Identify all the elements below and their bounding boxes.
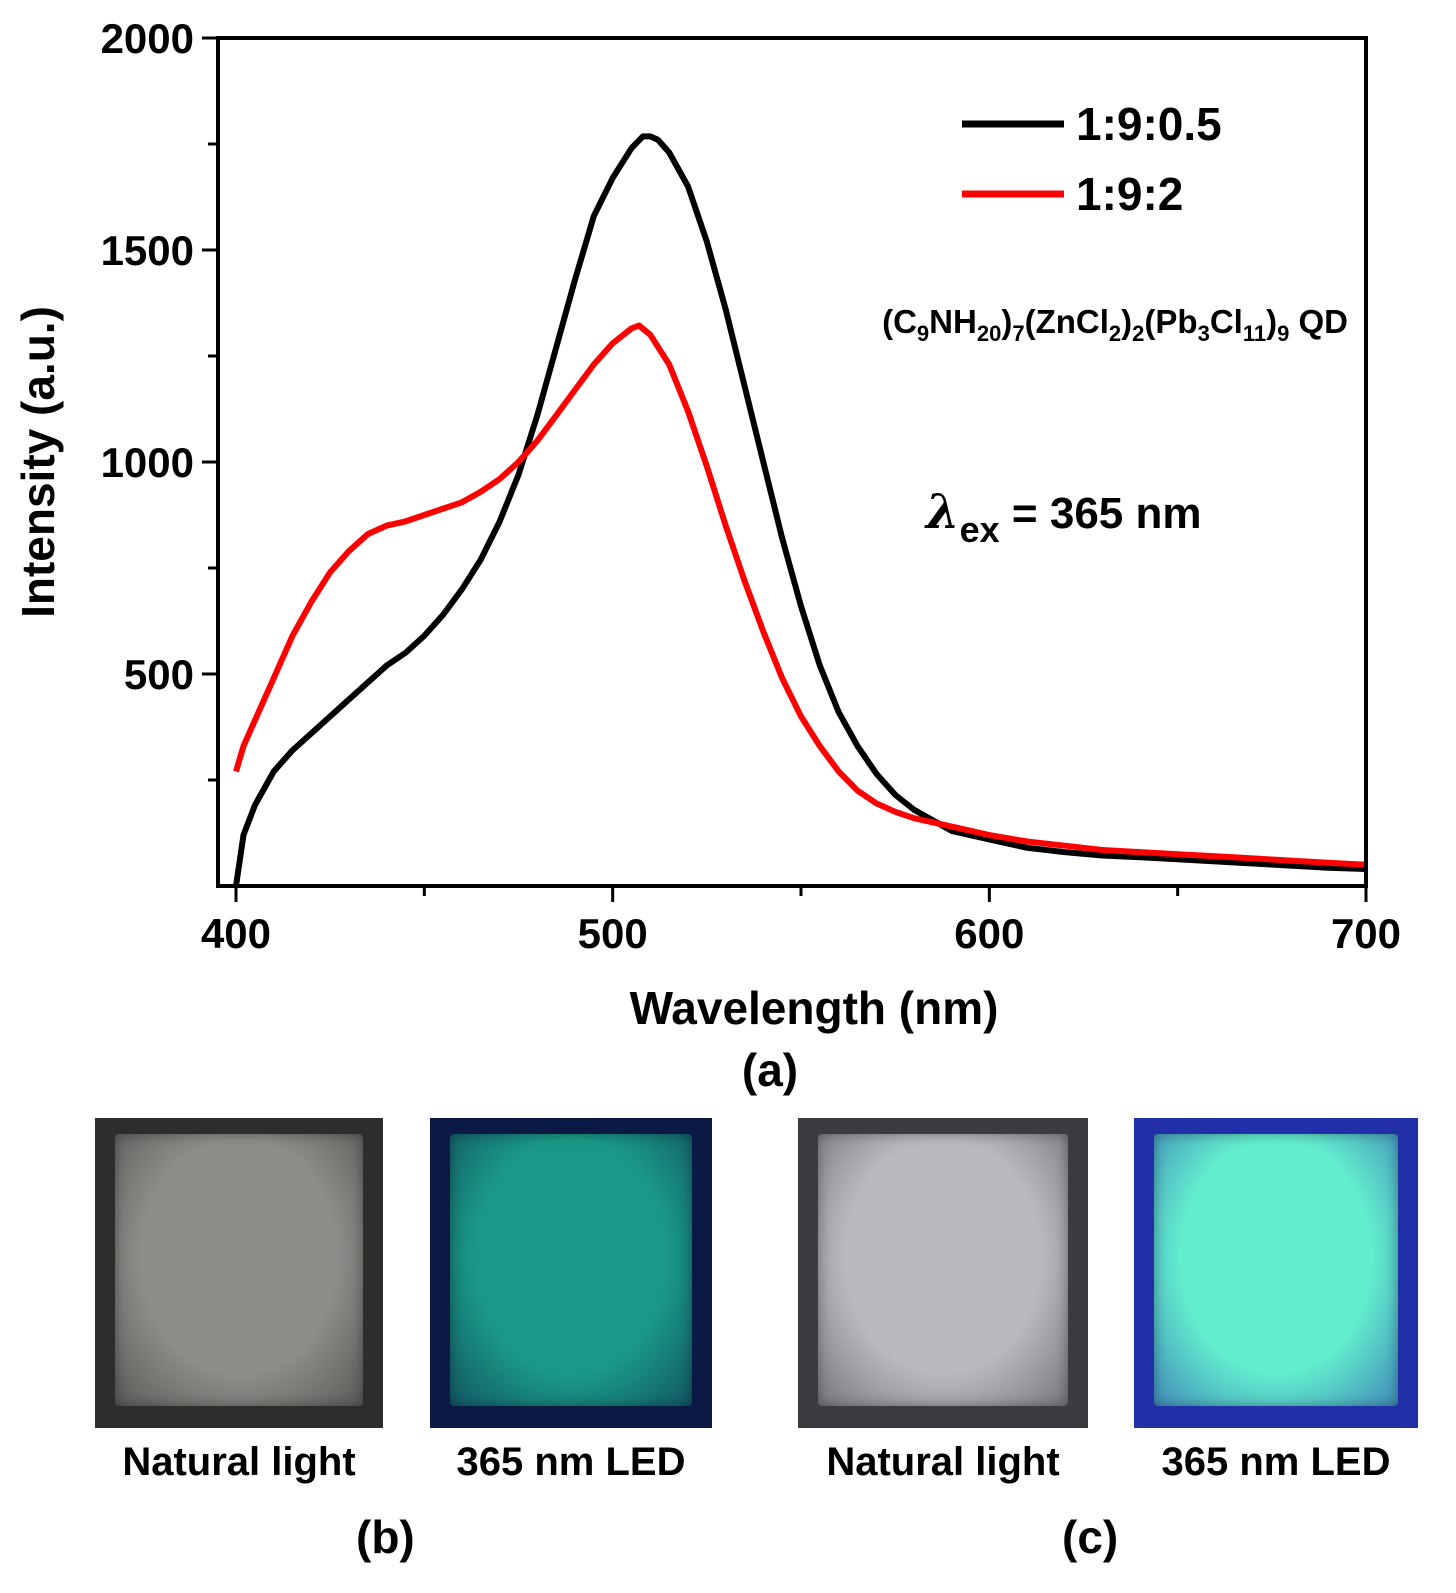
plot-series xyxy=(233,133,1367,887)
y-tick-label: 1000 xyxy=(101,439,194,486)
photo-film-b-uv-led xyxy=(430,1118,712,1428)
panel-label-a: (a) xyxy=(742,1044,798,1096)
y-tick-label: 1500 xyxy=(101,227,194,274)
pl-spectrum-chart: 400 500 600 700 500 1000 1500 2000 1:9:0.5 1:9:… xyxy=(12,15,1401,1096)
legend-label-1-9-0-5: 1:9:0.5 xyxy=(1076,98,1222,150)
caption-b-uv-led: 365 nm LED xyxy=(456,1440,686,1484)
photo-film-surface xyxy=(449,1133,693,1407)
legend-label-1-9-2: 1:9:2 xyxy=(1076,168,1183,220)
axis-ticks: 400 500 600 700 500 1000 1500 2000 xyxy=(101,15,1401,957)
x-tick-label: 400 xyxy=(201,910,271,957)
photo-film-surface xyxy=(115,1133,363,1407)
panel-label-c: (c) xyxy=(1062,1511,1119,1563)
caption-c-uv-led: 365 nm LED xyxy=(1161,1440,1391,1484)
caption-c-natural-light: Natural light xyxy=(826,1440,1060,1484)
compound-formula: (C9NH20)7(ZnCl2)2(Pb3Cl11)9 QD xyxy=(882,303,1348,346)
y-tick-label: 2000 xyxy=(101,15,194,62)
caption-b-natural-light: Natural light xyxy=(122,1440,356,1484)
y-tick-label: 500 xyxy=(124,651,194,698)
x-axis-label: Wavelength (nm) xyxy=(630,982,999,1034)
legend: 1:9:0.5 1:9:2 xyxy=(962,98,1222,220)
photo-film-surface xyxy=(1153,1133,1399,1407)
x-tick-label: 600 xyxy=(954,910,1024,957)
x-tick-label: 700 xyxy=(1331,910,1401,957)
photo-film-surface xyxy=(818,1133,1068,1407)
plot-frame xyxy=(216,36,1368,888)
series-line-1-9-2 xyxy=(233,322,1367,868)
photo-film-c-natural-light xyxy=(798,1118,1088,1428)
excitation-label: λex = 365 nm xyxy=(924,484,1201,550)
photo-film-b-natural-light xyxy=(95,1118,383,1428)
series-line-1-9-0-5 xyxy=(233,133,1367,887)
y-axis-label: Intensity (a.u.) xyxy=(12,306,64,618)
x-tick-label: 500 xyxy=(578,910,648,957)
panel-label-b: (b) xyxy=(356,1511,415,1563)
photo-film-c-uv-led xyxy=(1134,1118,1418,1428)
